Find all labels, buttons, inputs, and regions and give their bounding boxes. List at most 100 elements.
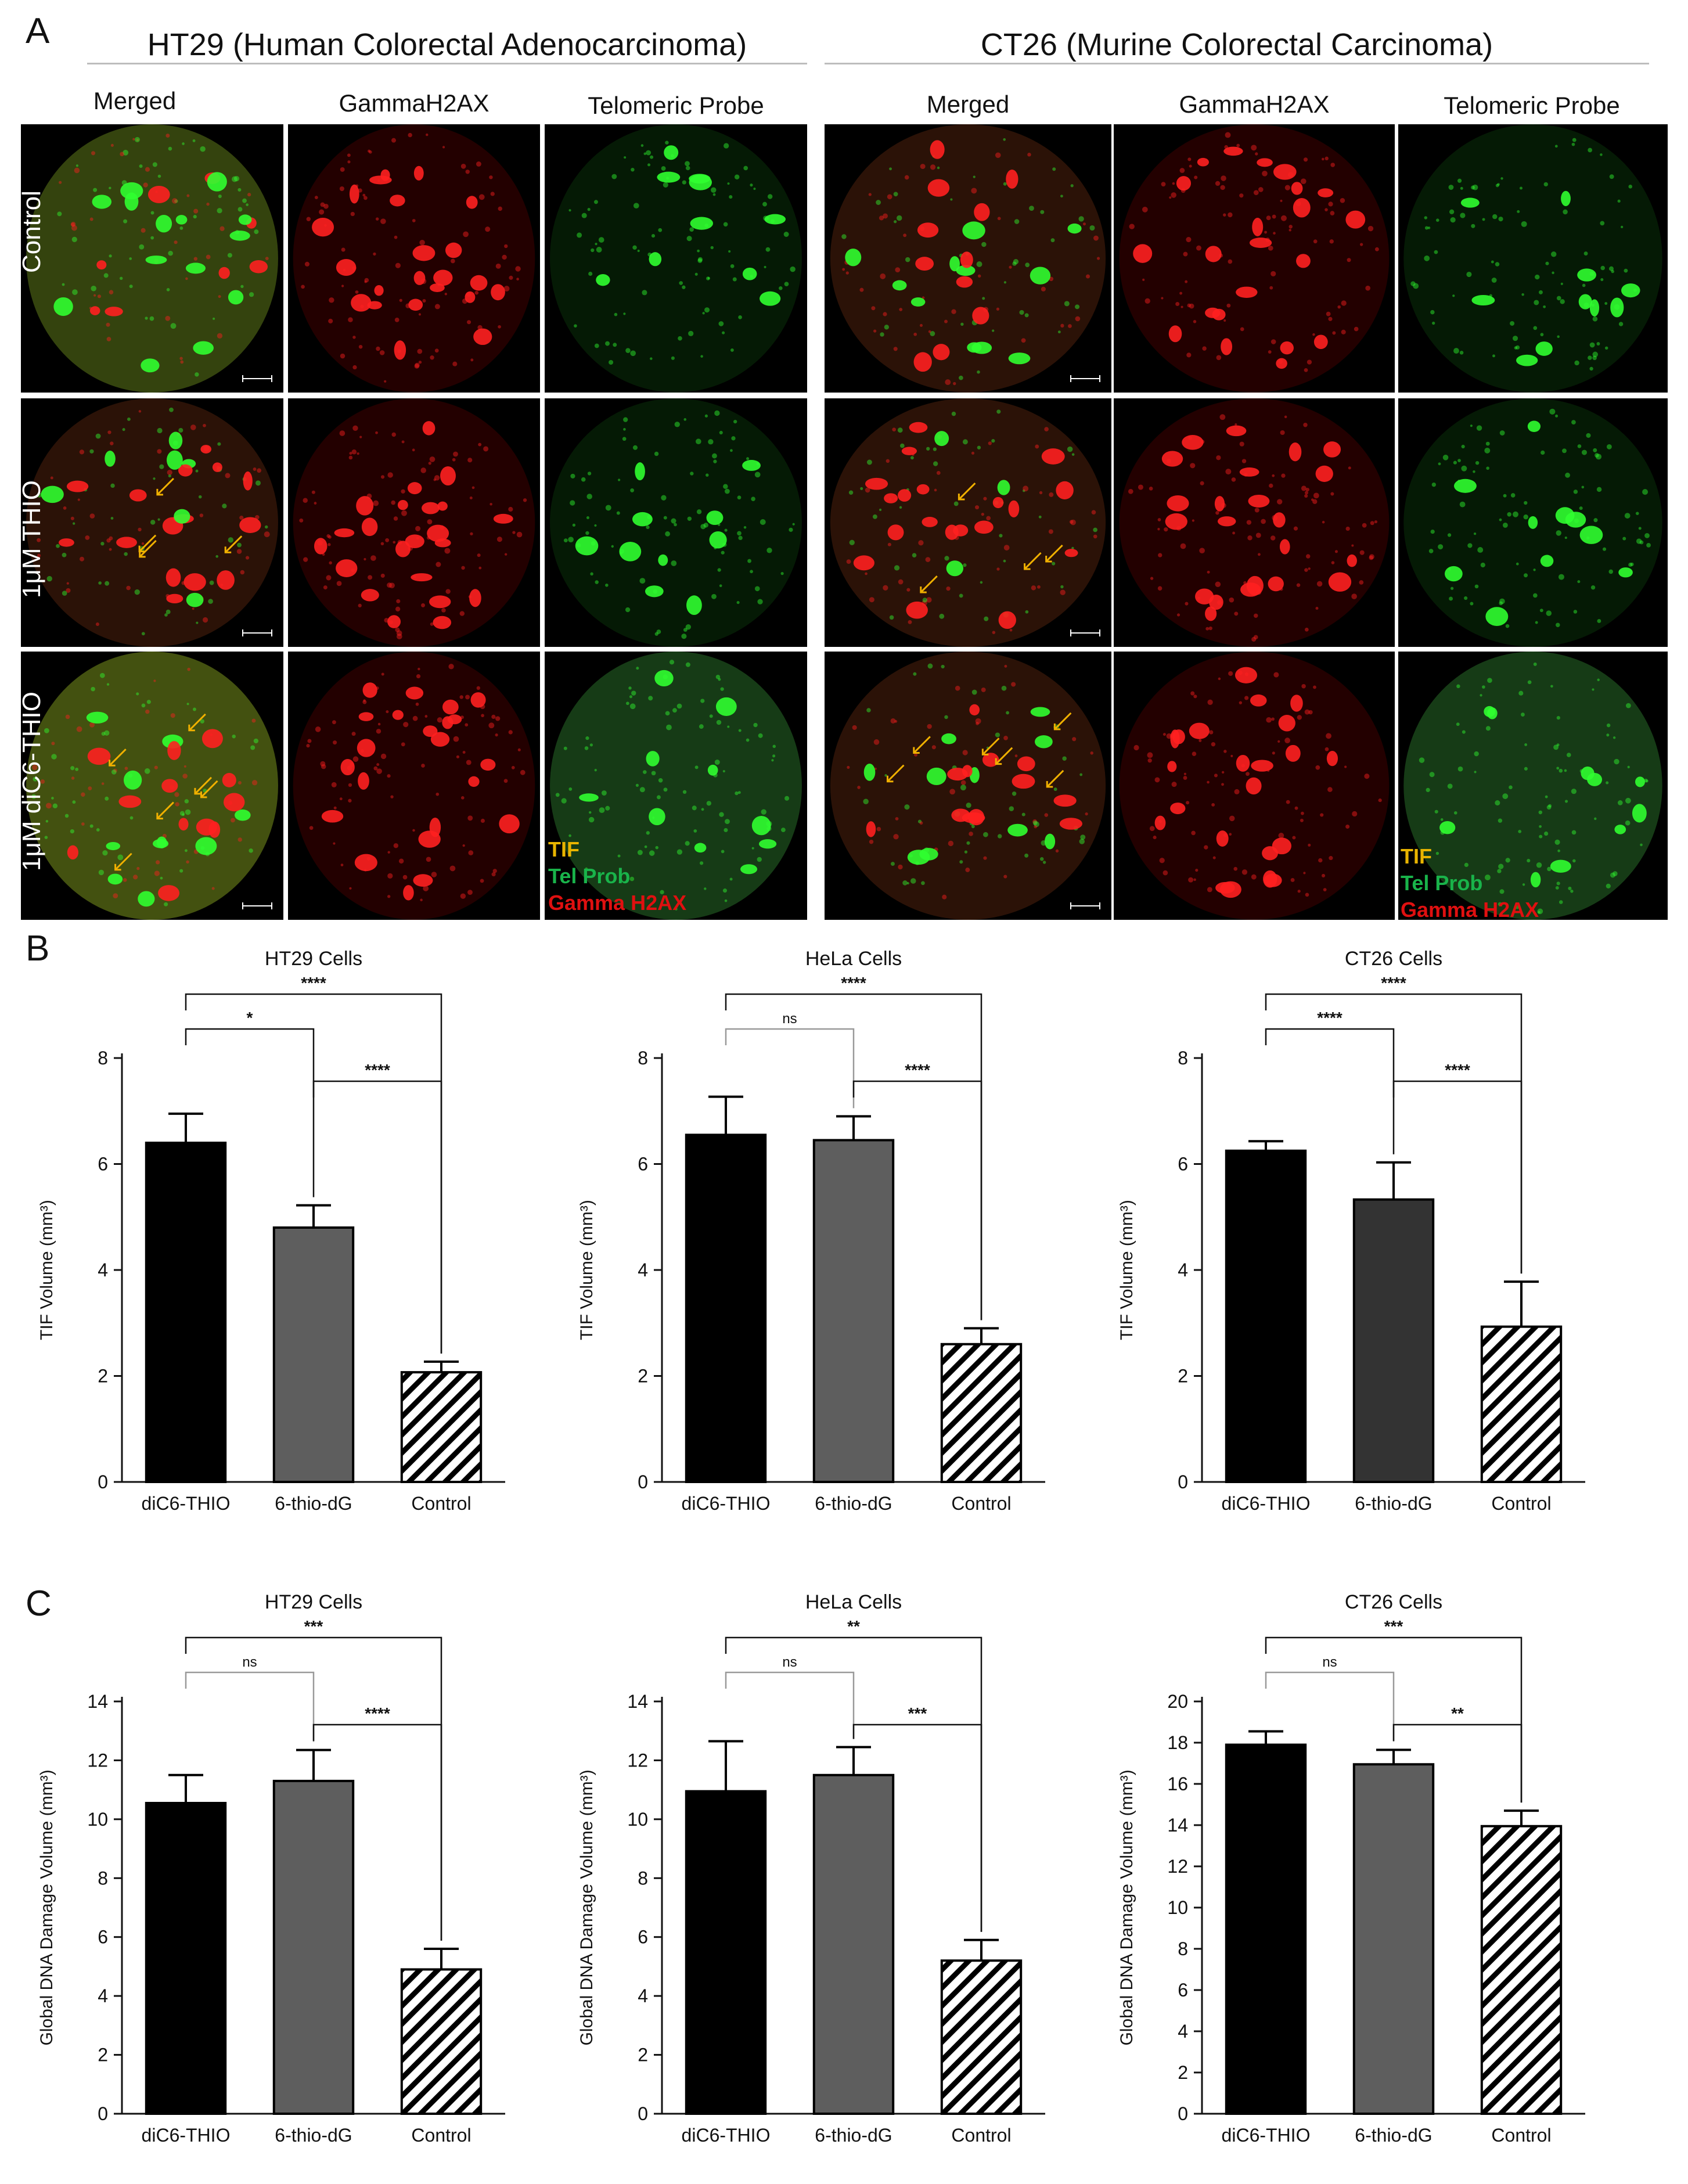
y-tick-label: 14 <box>87 1691 108 1712</box>
significance-label: ns <box>242 1654 257 1670</box>
micrograph-ht29-gamma-thio <box>288 398 540 647</box>
y-tick-label: 0 <box>98 1471 108 1492</box>
legend-gamma-h2ax: Gamma H2AX <box>1401 898 1539 922</box>
y-axis-label: Global DNA Damage Volume (mm³) <box>37 1769 56 2045</box>
legend-tel-prob: Tel Prob <box>548 864 631 888</box>
y-tick-label: 8 <box>638 1868 648 1888</box>
y-tick-label: 6 <box>1178 1980 1188 2000</box>
ct26-col-merged: Merged <box>926 91 1010 118</box>
significance-bracket: **** <box>852 1061 982 1321</box>
y-tick-label: 12 <box>627 1750 648 1771</box>
micrograph-ct26-telo-thio <box>1398 398 1668 647</box>
y-tick-label: 6 <box>98 1154 108 1175</box>
x-tick-label: diC6-THIO <box>682 1493 771 1514</box>
chart-title: CT26 Cells <box>1345 948 1442 970</box>
significance-bracket: ns <box>725 1011 855 1109</box>
micrograph-ct26-gamma-control <box>1114 124 1395 393</box>
x-tick-label: 6-thio-dG <box>815 2125 892 2146</box>
y-tick-label: 4 <box>1178 2021 1188 2042</box>
chart-title: HeLa Cells <box>805 1591 902 1613</box>
micrograph-ct26-gamma-thio <box>1114 398 1395 647</box>
legend-ct26: TIF Tel Prob Gamma H2AX <box>1401 843 1539 923</box>
y-tick-label: 4 <box>1178 1260 1188 1280</box>
significance-label: **** <box>1381 974 1406 992</box>
x-tick-label: 6-thio-dG <box>275 2125 352 2146</box>
bar-control <box>400 1371 483 1483</box>
y-tick-label: 2 <box>638 1366 648 1387</box>
micrograph-ht29-telo-thio <box>545 398 807 647</box>
significance-bracket: *** <box>1265 1617 1523 1803</box>
row-label-thio: 1μM THIO <box>17 480 46 598</box>
bar-dic6-thio <box>1225 1743 1307 2115</box>
chart-title: HeLa Cells <box>805 948 902 970</box>
y-tick-label: 0 <box>98 2103 108 2124</box>
ht29-col-gamma: GammaH2AX <box>339 89 490 117</box>
micrograph-ct26-merged-dic6-thio <box>825 652 1111 920</box>
x-tick-label: Control <box>411 1493 471 1514</box>
ct26-group-title: CT26 (Murine Colorectal Carcinoma) <box>980 27 1493 62</box>
significance-bracket: **** <box>312 1704 442 1941</box>
y-tick-label: 12 <box>87 1750 108 1771</box>
y-axis-label: TIF Volume (mm³) <box>37 1200 56 1340</box>
x-tick-label: Control <box>411 2125 471 2146</box>
y-tick-label: 4 <box>638 1985 648 2006</box>
significance-label: * <box>247 1009 253 1027</box>
micrograph-ht29-merged-thio <box>21 398 283 647</box>
micrograph-ht29-telo-dic6-thio <box>545 652 807 920</box>
significance-label: *** <box>1384 1617 1403 1635</box>
y-tick-label: 0 <box>1178 1471 1188 1492</box>
ht29-group-title: HT29 (Human Colorectal Adenocarcinoma) <box>147 27 747 62</box>
chart-tif-ht29: HT29 Cells TIF Volume (mm³) 0 2 4 6 8 diC6-THIO… <box>12 936 546 1546</box>
bar-dic6-thio <box>1225 1149 1307 1483</box>
significance-label: **** <box>1445 1061 1470 1079</box>
y-tick-label: 14 <box>627 1691 648 1712</box>
micrograph-ct26-telo-dic6-thio <box>1398 652 1668 920</box>
row-label-control: Control <box>17 190 46 273</box>
x-tick-label: 6-thio-dG <box>1355 1493 1432 1514</box>
bar-dic6-thio <box>145 1801 227 2115</box>
bar-control <box>1480 1325 1563 1483</box>
significance-label: ** <box>1451 1704 1464 1722</box>
chart-tif-ct26: CT26 Cells TIF Volume (mm³) 0 2 4 6 8 diC6-THIO… <box>1092 936 1626 1546</box>
y-tick-label: 10 <box>627 1809 648 1830</box>
x-tick-label: diC6-THIO <box>682 2125 771 2146</box>
bar-6-thio-dg <box>812 1773 895 2115</box>
chart-title: HT29 Cells <box>265 948 362 970</box>
y-axis-label: TIF Volume (mm³) <box>577 1200 596 1340</box>
y-tick-label: 14 <box>1167 1815 1188 1836</box>
micrograph-ct26-merged-control <box>825 124 1111 393</box>
bar-control <box>1480 1825 1563 2115</box>
y-tick-label: 10 <box>1167 1897 1188 1918</box>
row-label-dic6-thio: 1μM diC6-THIO <box>17 692 46 871</box>
ct26-group-rule <box>825 63 1649 64</box>
bar-6-thio-dg <box>1352 1763 1435 2115</box>
y-axis-label: TIF Volume (mm³) <box>1117 1200 1136 1340</box>
significance-label: **** <box>905 1061 930 1079</box>
y-tick-label: 2 <box>98 1366 108 1387</box>
significance-bracket: ns <box>725 1654 855 1739</box>
bar-6-thio-dg <box>812 1139 895 1483</box>
y-tick-label: 2 <box>98 2045 108 2066</box>
bar-control <box>400 1968 483 2115</box>
y-tick-label: 6 <box>638 1154 648 1175</box>
ct26-col-gamma: GammaH2AX <box>1179 91 1330 118</box>
y-tick-label: 8 <box>98 1048 108 1068</box>
x-tick-label: diC6-THIO <box>1222 2125 1311 2146</box>
x-tick-label: Control <box>1491 2125 1551 2146</box>
chart-dna-ct26: CT26 Cells Global DNA Damage Volume (mm³)… <box>1092 1579 1626 2178</box>
significance-bracket: ** <box>1392 1704 1523 1803</box>
bar-dic6-thio <box>685 1134 767 1483</box>
chart-title: CT26 Cells <box>1345 1591 1442 1613</box>
significance-bracket: ns <box>1265 1654 1395 1742</box>
y-tick-label: 4 <box>638 1260 648 1280</box>
y-tick-label: 8 <box>638 1048 648 1068</box>
y-tick-label: 4 <box>98 1985 108 2006</box>
ht29-col-merged: Merged <box>93 87 177 114</box>
y-tick-label: 2 <box>638 2045 648 2066</box>
x-tick-label: 6-thio-dG <box>815 1493 892 1514</box>
legend-tif: TIF <box>1401 844 1432 868</box>
significance-label: ns <box>782 1654 797 1670</box>
significance-label: ns <box>782 1011 797 1027</box>
micrograph-ht29-gamma-control <box>288 124 540 393</box>
panel-c-letter: C <box>26 1584 52 1624</box>
